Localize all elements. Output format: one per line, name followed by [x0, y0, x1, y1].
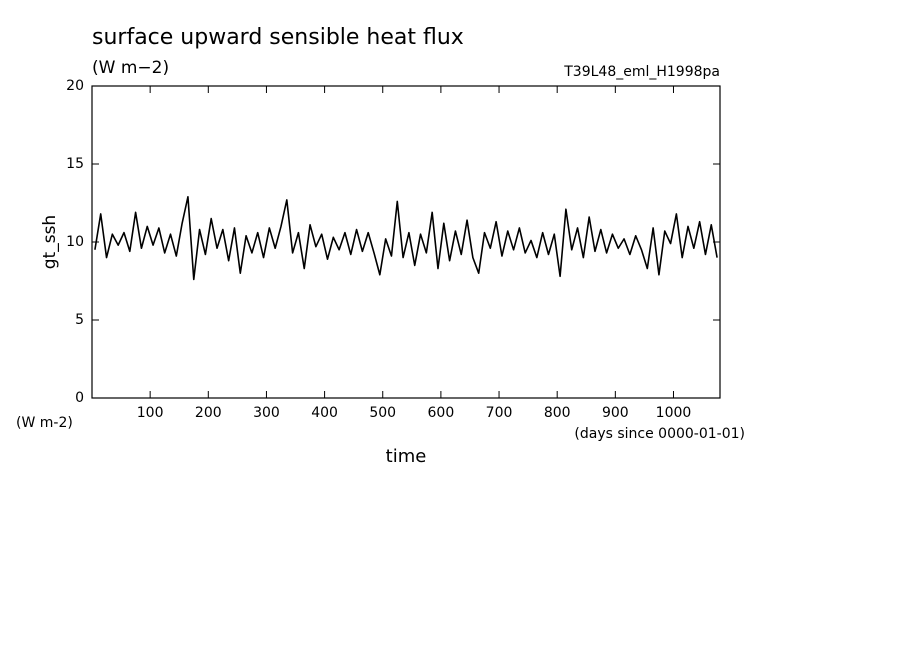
y-tick-label: 20 [66, 78, 84, 94]
x-tick-label: 800 [544, 405, 571, 421]
chart-subtitle: (W m−2) [92, 58, 169, 78]
y-tick-label: 5 [75, 312, 84, 328]
x-axis-label: time [386, 446, 427, 467]
y-axis-label: gt_ssh [40, 215, 60, 269]
y-tick-label: 15 [66, 156, 84, 172]
x-tick-label: 400 [311, 405, 338, 421]
x-tick-label: 300 [253, 405, 280, 421]
x-axis-unit: (days since 0000-01-01) [574, 426, 745, 442]
y-tick-label: 0 [75, 390, 84, 406]
x-tick-label: 100 [137, 405, 164, 421]
x-tick-label: 700 [486, 405, 513, 421]
data-line [94, 195, 718, 281]
x-tick-label: 900 [602, 405, 629, 421]
y-tick-label: 10 [66, 234, 84, 250]
x-tick-label: 1000 [656, 405, 692, 421]
x-tick-label: 200 [195, 405, 222, 421]
x-tick-label: 600 [428, 405, 455, 421]
chart-title: surface upward sensible heat flux [92, 25, 464, 50]
x-tick-label: 500 [369, 405, 396, 421]
annotation: T39L48_eml_H1998pa [563, 64, 720, 80]
y-axis-unit: (W m-2) [16, 415, 73, 431]
